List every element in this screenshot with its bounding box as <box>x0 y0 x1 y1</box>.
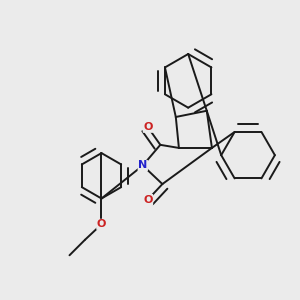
Text: O: O <box>97 219 106 229</box>
Text: O: O <box>143 194 153 205</box>
Text: O: O <box>143 122 153 132</box>
Text: N: N <box>138 160 147 170</box>
